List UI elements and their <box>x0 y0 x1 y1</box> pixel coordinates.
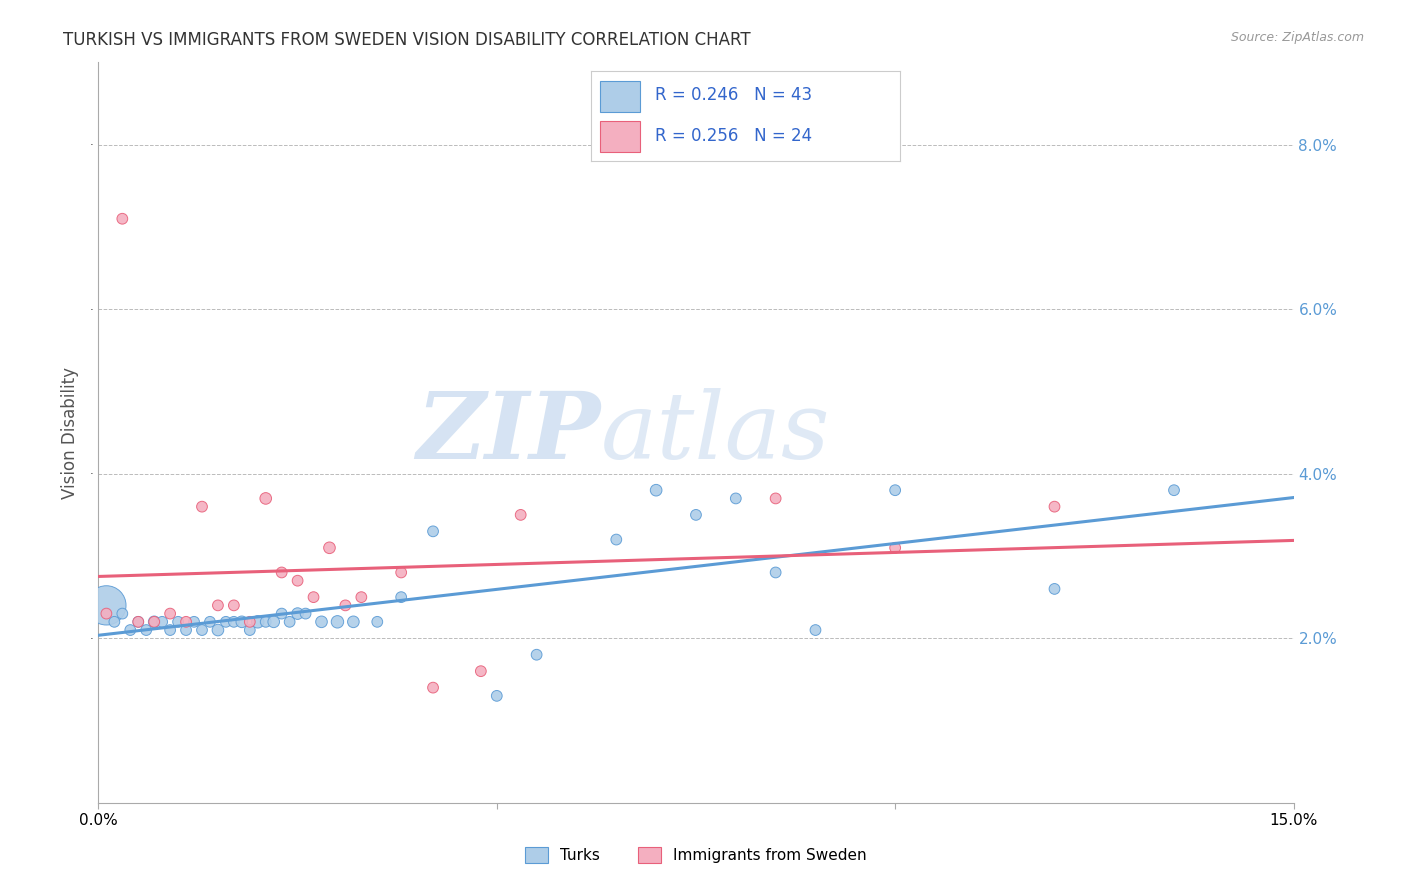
Point <box>254 615 277 629</box>
Point <box>96 599 118 613</box>
Point <box>287 574 309 588</box>
Point <box>326 615 349 629</box>
Point <box>191 500 214 514</box>
Point <box>174 615 197 629</box>
Text: R = 0.256   N = 24: R = 0.256 N = 24 <box>655 127 813 145</box>
Point <box>366 615 388 629</box>
Point <box>724 491 747 506</box>
Point <box>127 615 149 629</box>
Point <box>143 615 166 629</box>
Point <box>246 615 269 629</box>
Text: R = 0.246   N = 43: R = 0.246 N = 43 <box>655 87 813 104</box>
Text: atlas: atlas <box>600 388 830 477</box>
Bar <box>600 121 640 152</box>
Point <box>278 615 301 629</box>
Point <box>287 607 309 621</box>
Point <box>167 615 190 629</box>
Point <box>526 648 548 662</box>
Point <box>254 491 277 506</box>
Point <box>222 615 245 629</box>
Point <box>422 681 444 695</box>
Point <box>222 599 245 613</box>
Point <box>765 566 787 580</box>
Point <box>143 615 166 629</box>
Point <box>311 615 333 629</box>
Point <box>884 541 907 555</box>
Text: ZIP: ZIP <box>416 388 600 477</box>
Point <box>191 623 214 637</box>
Point <box>389 566 412 580</box>
Point <box>111 607 134 621</box>
Point <box>270 566 292 580</box>
Bar <box>600 81 640 112</box>
Point <box>318 541 340 555</box>
Point <box>135 623 157 637</box>
Point <box>804 623 827 637</box>
Point <box>335 599 357 613</box>
Point <box>127 615 149 629</box>
Legend: Turks, Immigrants from Sweden: Turks, Immigrants from Sweden <box>519 841 873 869</box>
Point <box>350 590 373 604</box>
Point <box>111 211 134 226</box>
Point <box>294 607 316 621</box>
Point <box>470 664 492 678</box>
Point <box>1163 483 1185 498</box>
Point <box>207 599 229 613</box>
Point <box>765 491 787 506</box>
Point <box>215 615 238 629</box>
Text: TURKISH VS IMMIGRANTS FROM SWEDEN VISION DISABILITY CORRELATION CHART: TURKISH VS IMMIGRANTS FROM SWEDEN VISION… <box>63 31 751 49</box>
Point <box>270 607 292 621</box>
Point <box>605 533 627 547</box>
Point <box>263 615 285 629</box>
Point <box>198 615 221 629</box>
Point <box>485 689 508 703</box>
Point <box>884 483 907 498</box>
Point <box>159 607 181 621</box>
Point <box>120 623 142 637</box>
Point <box>302 590 325 604</box>
Point <box>207 623 229 637</box>
Text: Source: ZipAtlas.com: Source: ZipAtlas.com <box>1230 31 1364 45</box>
Point <box>96 607 118 621</box>
Point <box>342 615 364 629</box>
Point <box>685 508 707 522</box>
Point <box>645 483 668 498</box>
Point <box>183 615 205 629</box>
Point <box>389 590 412 604</box>
Point <box>1043 500 1066 514</box>
Point <box>231 615 253 629</box>
Point <box>239 615 262 629</box>
Point <box>239 623 262 637</box>
Point <box>159 623 181 637</box>
Point <box>422 524 444 539</box>
Point <box>174 623 197 637</box>
Point <box>509 508 531 522</box>
Y-axis label: Vision Disability: Vision Disability <box>62 367 79 499</box>
Point <box>150 615 173 629</box>
Point <box>103 615 125 629</box>
Point <box>1043 582 1066 596</box>
